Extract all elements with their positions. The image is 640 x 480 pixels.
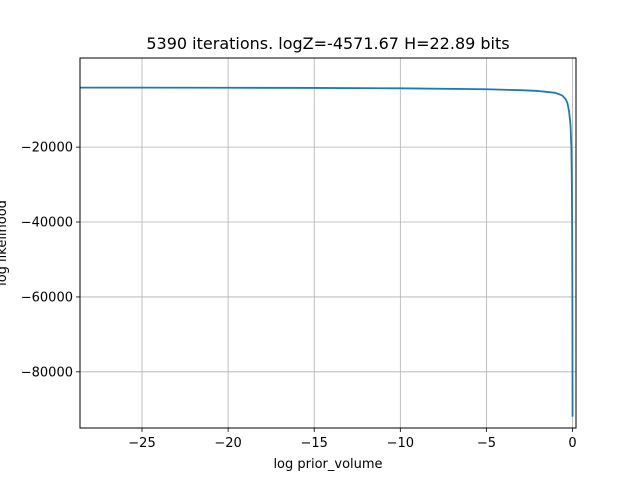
chart-title: 5390 iterations. logZ=-4571.67 H=22.89 b… [146,34,509,53]
y-tick-label: −20000 [21,141,73,156]
y-axis-ticks: −20000 −40000 −60000 −80000 [21,141,80,380]
x-tick-label: −5 [477,436,496,451]
x-tick-label: −25 [128,436,155,451]
y-tick-label: −80000 [21,365,73,380]
x-tick-label: 0 [568,436,576,451]
plot-area-frame [79,57,577,429]
y-tick-label: −60000 [21,290,73,305]
x-axis-ticks: −25 −20 −15 −10 −5 0 [128,428,577,451]
x-tick-label: −20 [214,436,241,451]
x-tick-label: −10 [387,436,414,451]
series-line [79,86,574,417]
x-tick-label: −15 [301,436,328,451]
series-layer [79,86,574,417]
y-tick-label: −40000 [21,216,73,231]
x-axis-label: log prior_volume [273,457,382,472]
y-axis-label: log likelihood [0,200,10,286]
